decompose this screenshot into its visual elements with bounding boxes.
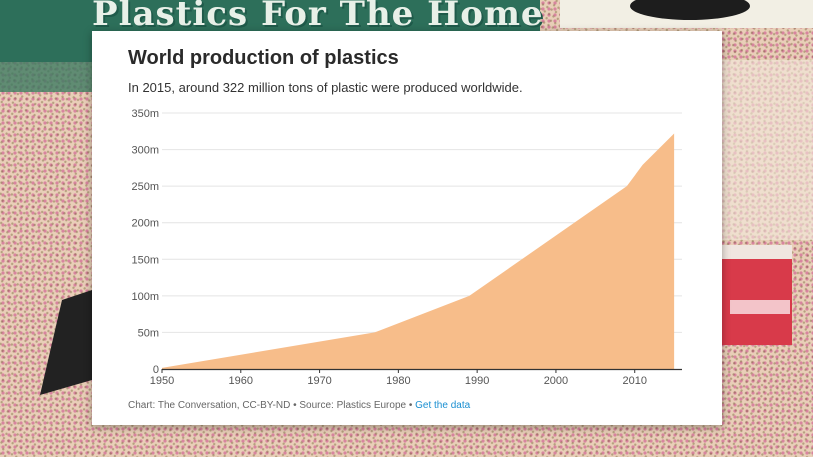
- x-tick-label: 2010: [622, 375, 646, 387]
- y-tick-label: 50m: [138, 327, 159, 339]
- y-tick-label: 0: [153, 364, 159, 376]
- x-tick-label: 2000: [544, 375, 568, 387]
- chart-subtitle: In 2015, around 322 million tons of plas…: [128, 80, 523, 95]
- axes: 0 50m 100m 150m 200m 250m 300m 350m 1950 1960 1970…: [131, 108, 682, 387]
- get-the-data-link[interactable]: Get the data: [415, 400, 471, 411]
- y-tick-label: 300m: [131, 145, 159, 157]
- x-tick-label: 1950: [150, 375, 174, 387]
- y-tick-label: 250m: [131, 181, 159, 193]
- y-tick-label: 150m: [131, 254, 159, 266]
- y-tick-label: 200m: [131, 218, 159, 230]
- area-chart: 0 50m 100m 150m 200m 250m 300m 350m 1950 1960 1970…: [131, 108, 682, 387]
- series-area-0: [162, 133, 675, 369]
- banner-text: Plastics For The Home: [92, 0, 544, 34]
- y-tick-label: 100m: [131, 291, 159, 303]
- y-tick-label: 350m: [131, 108, 159, 120]
- x-tick-label: 1960: [229, 375, 253, 387]
- chart-title: World production of plastics: [128, 47, 399, 69]
- chart-card: 0 50m 100m 150m 200m 250m 300m 350m 1950 1960 1970…: [92, 31, 722, 425]
- x-tick-label: 1970: [307, 375, 331, 387]
- footer-credit: Chart: The Conversation, CC-BY-ND • Sour…: [128, 400, 413, 411]
- chart-footer: Chart: The Conversation, CC-BY-ND • Sour…: [128, 400, 470, 411]
- series-area-layer: [162, 133, 675, 369]
- x-tick-label: 1990: [465, 375, 489, 387]
- x-tick-label: 1980: [386, 375, 410, 387]
